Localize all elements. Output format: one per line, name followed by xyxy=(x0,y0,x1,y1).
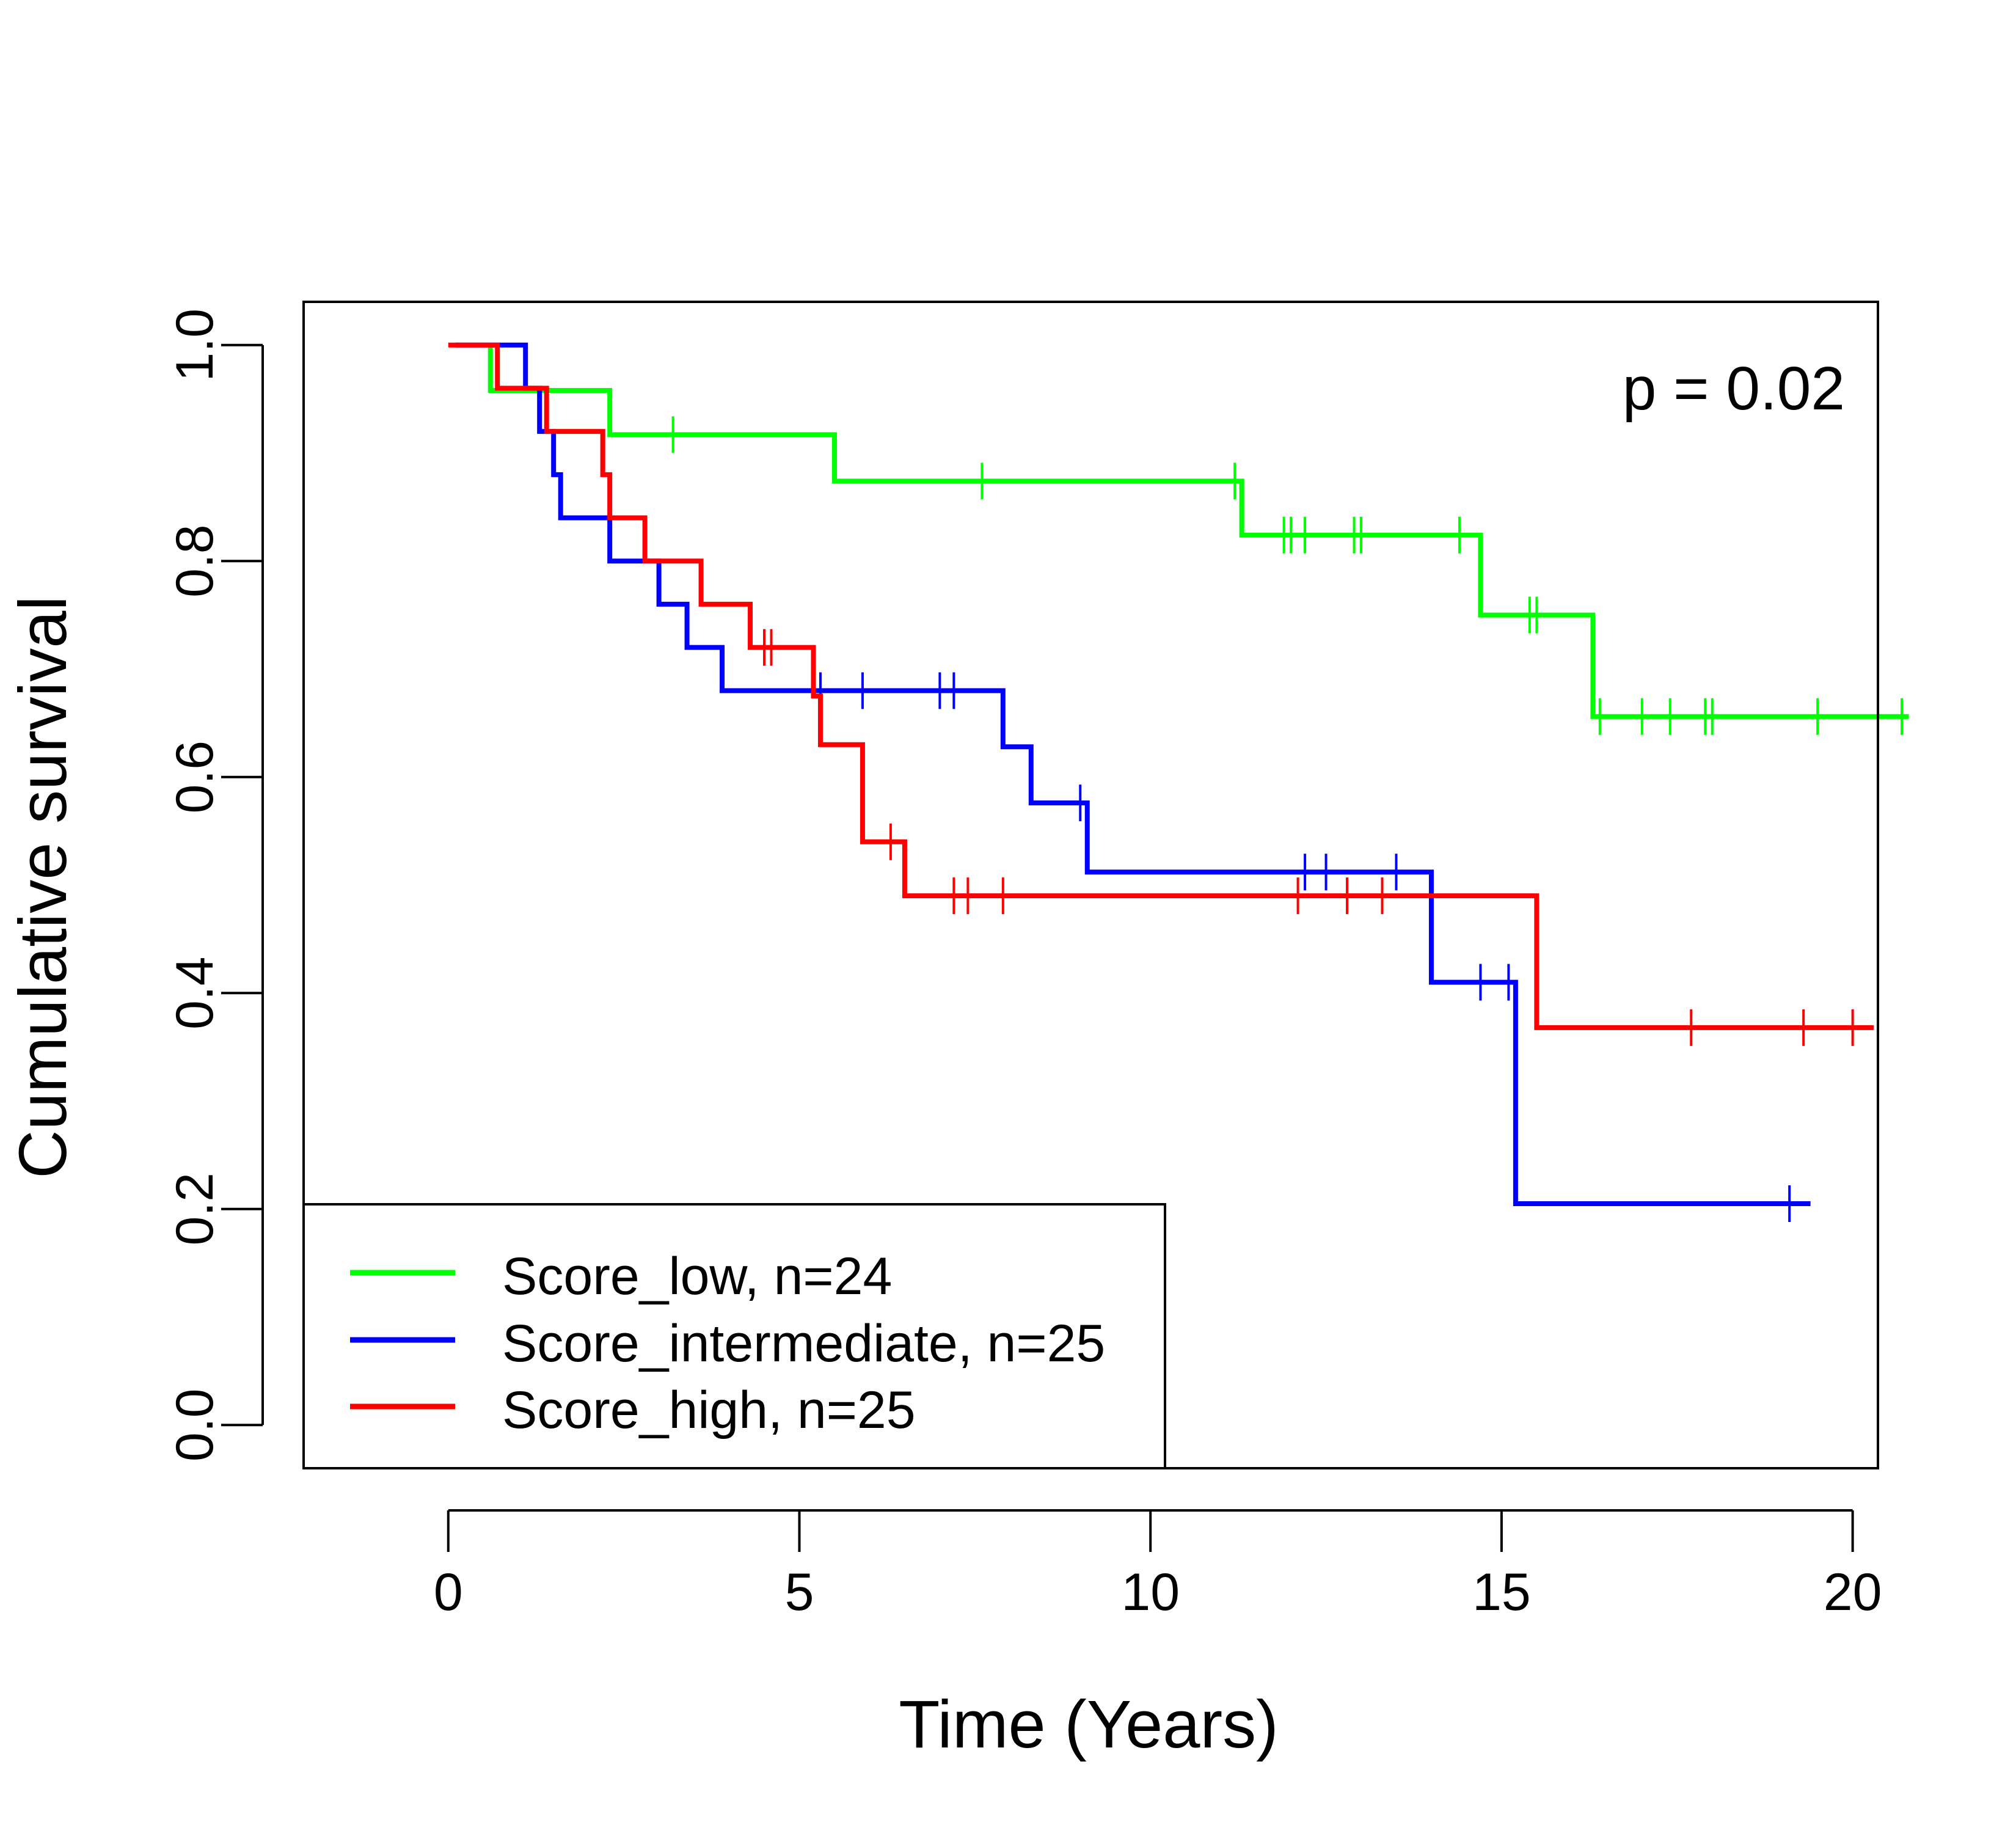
series-layer xyxy=(448,342,1909,1222)
legend-label-low: Score_low, n=24 xyxy=(502,1247,892,1306)
x-tick-label: 10 xyxy=(1121,1563,1180,1622)
x-tick-label: 0 xyxy=(434,1563,463,1622)
y-tick-label: 0.6 xyxy=(166,741,224,814)
legend-label-high: Score_high, n=25 xyxy=(502,1381,916,1440)
legend: Score_low, n=24 Score_intermediate, n=25… xyxy=(302,1203,1166,1469)
x-axis: 0 5 10 15 20 xyxy=(434,1509,1882,1622)
y-tick-label: 0.2 xyxy=(166,1173,224,1246)
x-tick-label: 5 xyxy=(785,1563,814,1622)
p-value-annotation: p = 0.02 xyxy=(1623,354,1845,423)
y-tick-label: 0.0 xyxy=(166,1389,224,1462)
y-tick-label: 0.8 xyxy=(166,524,224,598)
y-tick-label: 1.0 xyxy=(166,309,224,382)
y-axis: 0.0 0.2 0.4 0.6 0.8 1.0 xyxy=(166,309,264,1462)
series-line-high xyxy=(448,342,1874,1030)
x-tick-label: 20 xyxy=(1824,1563,1882,1622)
legend-box xyxy=(302,1203,1166,1469)
series-line-low xyxy=(488,345,1909,719)
y-tick-label: 0.4 xyxy=(166,956,224,1030)
x-tick-label: 15 xyxy=(1472,1563,1531,1622)
legend-label-intermediate: Score_intermediate, n=25 xyxy=(502,1314,1105,1373)
y-axis-label: Cumulative survival xyxy=(5,596,81,1179)
x-axis-label: Time (Years) xyxy=(899,1687,1278,1762)
